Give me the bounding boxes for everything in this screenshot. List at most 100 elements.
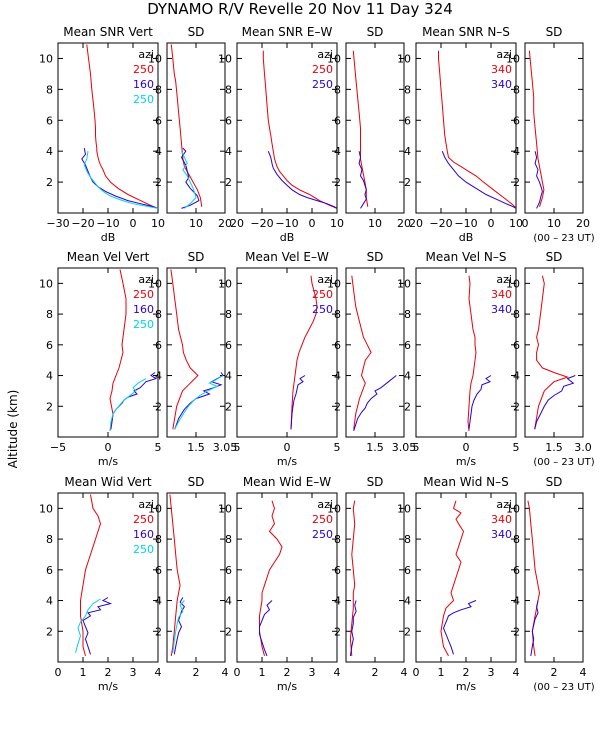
panel-title: Mean Vel N–S [426, 250, 507, 264]
y-tick-label: 6 [155, 564, 162, 577]
y-tick-label: 4 [513, 595, 520, 608]
x-tick-label: 0 [413, 666, 420, 679]
legend-entry-red: 340 [491, 63, 512, 76]
y-tick-label: 2 [404, 400, 411, 413]
series-line-blue [174, 372, 224, 430]
y-tick-label: 6 [513, 564, 520, 577]
legend-entry-red: 250 [133, 513, 154, 526]
panel-title: Mean Vel Vert [67, 250, 150, 264]
x-tick-label: 3 [488, 666, 495, 679]
y-tick-label: 2 [46, 625, 53, 638]
x-tick-label: 1 [438, 666, 445, 679]
y-tick-label: 10 [148, 502, 162, 515]
y-tick-label: 6 [225, 339, 232, 352]
x-tick-label: 10 [189, 217, 203, 230]
panel-snr-ew-mean: Mean SNR E–W 2 4 6 8 10 20 −20 −10 0 10 dB azi 250 250 [218, 25, 344, 244]
series-line-blue [441, 151, 517, 209]
x-tick-label: 4 [334, 666, 341, 679]
x-axis-label: dB [459, 231, 474, 244]
x-tick-label: 2 [193, 666, 200, 679]
y-tick-label: 4 [404, 370, 411, 383]
y-tick-label: 8 [513, 308, 520, 321]
series-line-blue [530, 600, 539, 656]
x-axis-label: m/s [277, 680, 297, 693]
y-tick-label: 10 [327, 277, 341, 290]
x-tick-label: −10 [275, 217, 298, 230]
panel-wid-ns-mean: Mean Wid N–S 2 4 6 8 10 0 1 2 3 4 m/s azi 340 340 [397, 475, 520, 693]
x-tick-label: 4 [222, 666, 229, 679]
legend-header: azi [317, 498, 333, 511]
series-line-red [262, 50, 338, 209]
y-tick-label: 4 [404, 595, 411, 608]
panel-title: Mean SNR Vert [63, 25, 153, 39]
y-tick-label: 8 [334, 83, 341, 96]
x-tick-label: 10 [330, 217, 344, 230]
series-line-red [109, 269, 127, 430]
legend-entry-blue: 340 [491, 78, 512, 91]
legend-header: azi [496, 498, 512, 511]
y-tick-label: 2 [225, 625, 232, 638]
y-tick-label: 8 [513, 533, 520, 546]
y-tick-label: 2 [513, 176, 520, 189]
x-tick-label: 20 [576, 217, 590, 230]
series-line-cyan [83, 151, 159, 209]
panel-frame [345, 267, 405, 438]
y-tick-label: 6 [404, 564, 411, 577]
y-tick-label: 6 [225, 564, 232, 577]
legend-header: azi [317, 273, 333, 286]
x-tick-label: 10 [368, 217, 382, 230]
legend-entry-red: 340 [491, 513, 512, 526]
y-tick-label: 8 [46, 533, 53, 546]
y-tick-label: 4 [155, 145, 162, 158]
series-line-red [352, 50, 369, 207]
legend-header: azi [138, 273, 154, 286]
series-line-red [528, 50, 545, 207]
y-tick-label: 4 [155, 370, 162, 383]
y-tick-label: 4 [513, 370, 520, 383]
series-line-blue [442, 600, 477, 655]
y-tick-label: 2 [225, 176, 232, 189]
legend-entry-red: 340 [491, 288, 512, 301]
x-tick-label: 10 [509, 217, 523, 230]
y-tick-label: 2 [46, 400, 53, 413]
series-line-red [438, 50, 517, 209]
series-line-cyan [174, 375, 224, 430]
legend-entry-blue: 250 [312, 528, 333, 541]
y-tick-label: 2 [334, 400, 341, 413]
x-tick-label: 2 [372, 666, 379, 679]
x-tick-label: −10 [96, 217, 119, 230]
y-tick-label: 2 [46, 176, 53, 189]
series-line-red [80, 494, 102, 657]
x-axis-label: m/s [456, 680, 476, 693]
y-tick-label: 10 [39, 277, 53, 290]
legend-entry-blue: 160 [133, 303, 154, 316]
y-tick-label: 4 [225, 370, 232, 383]
x-tick-label: 1 [80, 666, 87, 679]
y-tick-label: 6 [46, 114, 53, 127]
legend-entry-cyan: 250 [133, 93, 154, 106]
x-tick-label: −20 [429, 217, 452, 230]
y-tick-label: 2 [155, 625, 162, 638]
series-line-red [351, 275, 372, 430]
panel-title: Mean SNR E–W [242, 25, 333, 39]
x-tick-label: 0 [234, 666, 241, 679]
y-tick-label: 4 [46, 145, 53, 158]
legend-header: azi [496, 273, 512, 286]
y-tick-label: 8 [225, 83, 232, 96]
x-tick-label: 2 [551, 666, 558, 679]
legend-entry-blue: 340 [491, 303, 512, 316]
panel-title: SD [367, 25, 384, 39]
y-tick-label: 6 [513, 339, 520, 352]
panel-vel-ew-mean: Mean Vel E–W 2 4 6 8 10 5 0 5 m/s azi 250 250 [218, 250, 341, 468]
x-tick-label: 0 [309, 217, 316, 230]
figure-title: DYNAMO R/V Revelle 20 Nov 11 Day 324 [147, 0, 453, 18]
y-tick-label: 4 [404, 145, 411, 158]
panel-title: SD [546, 25, 563, 39]
legend-header: azi [138, 48, 154, 61]
panel-frame [166, 492, 226, 663]
panel-frame [524, 42, 584, 214]
x-tick-label: −20 [71, 217, 94, 230]
panel-title: Mean Vel E–W [245, 250, 329, 264]
y-tick-label: 8 [46, 308, 53, 321]
legend-entry-blue: 340 [491, 528, 512, 541]
